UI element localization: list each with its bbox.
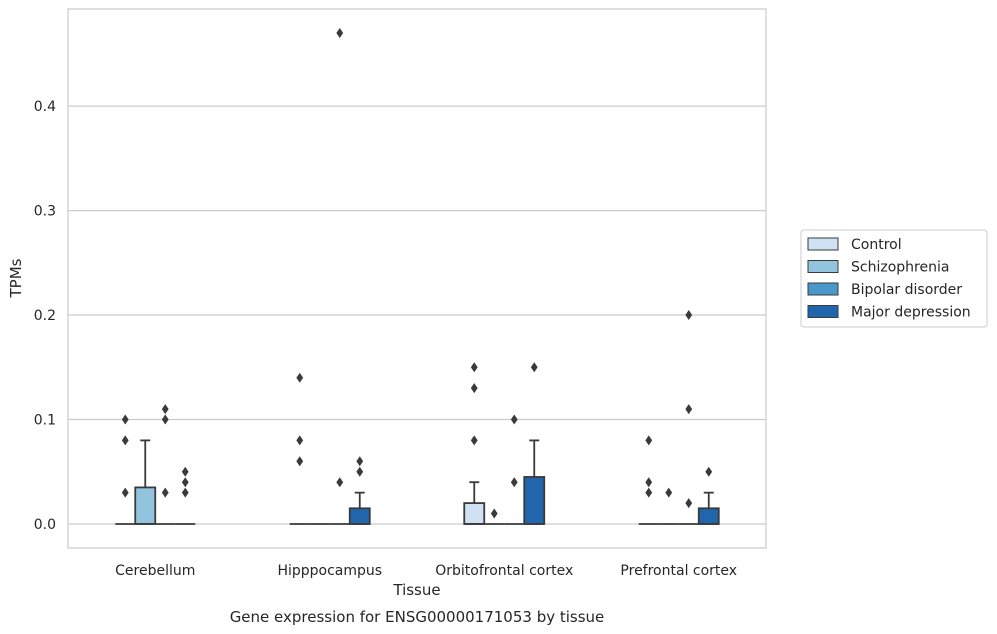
- outlier-point: [645, 435, 653, 446]
- box-group: [523, 362, 546, 525]
- boxes-layer: [115, 28, 720, 525]
- outlier-point: [336, 28, 344, 39]
- legend-swatch: [807, 305, 839, 318]
- legend-label: Schizophrenia: [851, 260, 949, 276]
- y-tick-label: 0.2: [34, 308, 56, 324]
- y-tick-label: 0.4: [34, 99, 56, 115]
- outlier-point: [490, 508, 498, 519]
- box-group: [155, 404, 176, 525]
- box-group: [115, 414, 136, 525]
- legend-label: Bipolar disorder: [851, 282, 962, 298]
- x-tick-label: Cerebellum: [115, 563, 195, 579]
- outlier-point: [181, 466, 189, 477]
- outlier-point: [121, 487, 129, 498]
- outlier-point: [296, 372, 304, 383]
- box-body: [134, 486, 157, 525]
- box-group: [484, 508, 505, 525]
- box-group: [678, 310, 699, 525]
- outlier-point: [510, 477, 518, 488]
- outlier-point: [470, 383, 478, 394]
- outlier-point: [530, 362, 538, 373]
- x-tick-label: Orbitofrontal cortex: [435, 563, 573, 579]
- box-body: [523, 476, 546, 525]
- outlier-point: [161, 487, 169, 498]
- y-tick-label: 0.0: [34, 517, 56, 533]
- outlier-point: [356, 456, 364, 467]
- outlier-point: [645, 477, 653, 488]
- outlier-point: [336, 477, 344, 488]
- legend-frame: [800, 229, 988, 328]
- outlier-point: [470, 362, 478, 373]
- outlier-point: [161, 404, 169, 415]
- x-tick-label: Hipppocampus: [277, 563, 382, 579]
- legend-swatch: [807, 237, 839, 251]
- legend-label: Control: [851, 237, 902, 253]
- outlier-point: [121, 435, 129, 446]
- box-group: [697, 466, 720, 525]
- gridlines: [68, 105, 766, 525]
- box-group: [638, 435, 659, 525]
- outlier-point: [665, 487, 673, 498]
- outlier-point: [705, 466, 713, 477]
- outlier-point: [161, 414, 169, 425]
- box-group: [504, 414, 525, 525]
- outlier-point: [121, 414, 129, 425]
- x-axis-ticks: Cerebellum Hipppocampus Orbitofrontal cort…: [115, 563, 737, 579]
- chart-caption: Gene expression for ENSG00000171053 by t…: [230, 608, 605, 626]
- y-axis-ticks: 0.0 0.1 0.2 0.3 0.4: [34, 99, 56, 533]
- box-group: [348, 456, 371, 525]
- box-group: [463, 362, 486, 525]
- outlier-point: [181, 487, 189, 498]
- legend-label: Major depression: [851, 305, 971, 321]
- box-body: [463, 502, 486, 525]
- outlier-point: [181, 477, 189, 488]
- y-tick-label: 0.3: [34, 204, 56, 220]
- box-group: [329, 28, 350, 525]
- outlier-point: [685, 310, 693, 321]
- box-group: [289, 372, 310, 525]
- plot-frame: [67, 8, 767, 549]
- legend-swatch: [807, 282, 839, 296]
- outlier-point: [510, 414, 518, 425]
- y-axis-label: TPMs: [7, 258, 25, 298]
- outlier-point: [296, 456, 304, 467]
- x-axis-label: Tissue: [392, 581, 440, 599]
- outlier-point: [685, 404, 693, 415]
- x-tick-label: Prefrontal cortex: [620, 563, 737, 579]
- legend-swatch: [807, 260, 839, 273]
- outlier-point: [645, 487, 653, 498]
- box-body: [348, 507, 371, 525]
- box-group: [134, 439, 157, 525]
- legend: Control Schizophrenia Bipolar disorder Majo…: [800, 229, 988, 328]
- outlier-point: [296, 435, 304, 446]
- box-group: [658, 487, 679, 525]
- box-body: [697, 507, 720, 525]
- outlier-point: [356, 466, 364, 477]
- y-tick-label: 0.1: [34, 413, 56, 429]
- box-group: [175, 466, 196, 525]
- outlier-point: [685, 498, 693, 509]
- outlier-point: [470, 435, 478, 446]
